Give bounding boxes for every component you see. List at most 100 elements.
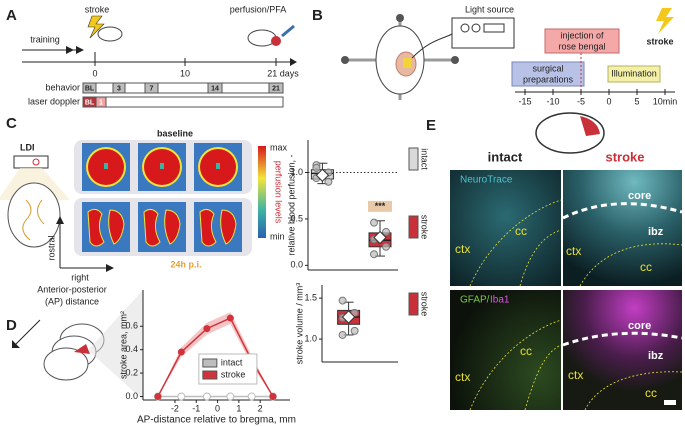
- timeline-bar: [82, 96, 284, 108]
- phase-label: preparations: [523, 74, 574, 84]
- panel-letter: B: [312, 7, 323, 24]
- day-label: 7: [150, 85, 154, 92]
- data-point: [203, 325, 211, 333]
- heatmap-cell: [160, 163, 164, 169]
- region-label: cc: [640, 260, 652, 274]
- data-point: [382, 227, 390, 236]
- phase-box: [511, 61, 585, 87]
- day-label: 3: [117, 85, 121, 92]
- stain-label: GFAP/: [460, 295, 490, 306]
- data-point: [370, 218, 378, 227]
- y-tick-label: 1.0: [290, 167, 303, 177]
- lightning-icon: [87, 15, 105, 39]
- colorbar-label: min: [270, 231, 285, 241]
- label: 24h p.i.: [170, 259, 201, 269]
- heart-icon: [271, 36, 281, 46]
- annotation-bg: [368, 200, 392, 212]
- legend-label: stroke: [420, 292, 430, 317]
- stain-label: NeuroTrace: [460, 175, 513, 186]
- label: Light source: [465, 4, 514, 14]
- arrowhead: [66, 46, 74, 54]
- y-axis-label: stroke volume / mm³: [294, 283, 304, 365]
- x-axis-label: AP-distance relative to bregma, mm: [137, 415, 296, 426]
- data-point: [324, 177, 333, 186]
- micrograph: [563, 170, 682, 286]
- tick-label: -5: [577, 96, 585, 106]
- scale-bar: [664, 400, 676, 405]
- syringe-icon: [281, 24, 295, 38]
- y-tick-label: 0.0: [290, 260, 303, 270]
- x-tick-label: 2: [258, 403, 263, 413]
- x-tick-label: -2: [171, 403, 179, 413]
- label: training: [30, 34, 60, 44]
- data-point: [226, 314, 234, 322]
- micrograph: [563, 290, 682, 410]
- data-point: [338, 330, 347, 339]
- data-point: [382, 242, 390, 251]
- row-label: behavior: [45, 82, 80, 92]
- ldi-icon: [13, 155, 49, 169]
- phase-label: surgical: [532, 63, 563, 73]
- stage-knob: [341, 56, 349, 64]
- tick-label: -15: [518, 96, 531, 106]
- arrowhead: [76, 46, 84, 54]
- boundary: [524, 344, 562, 411]
- data-point: [154, 392, 162, 400]
- data-point: [226, 392, 235, 401]
- icon: [483, 23, 505, 33]
- region-label: ctx: [566, 244, 581, 258]
- phase-label: rose bengal: [558, 41, 605, 51]
- region-label: core: [628, 190, 651, 202]
- x-tick-label: 0: [215, 403, 220, 413]
- data-point: [177, 392, 186, 401]
- column-title: intact: [488, 149, 523, 164]
- day-segment: [144, 82, 159, 94]
- lesion: [74, 344, 90, 354]
- tick-label: 5: [634, 96, 639, 106]
- fiber: [411, 33, 453, 59]
- light-source-box: [451, 17, 515, 49]
- data-point: [247, 392, 256, 401]
- colorbar-title: perfusion levels: [274, 161, 284, 224]
- tick-label: 10: [180, 68, 190, 78]
- data-point: [338, 296, 347, 305]
- label: LDI: [20, 142, 35, 152]
- heatmap-blob: [143, 208, 161, 247]
- data-point: [269, 392, 277, 400]
- light-spot: [403, 58, 411, 68]
- heatmap-blob: [164, 209, 181, 245]
- label: stroke: [85, 4, 110, 14]
- core-boundary: [562, 331, 683, 347]
- legend-label: intact: [221, 357, 243, 367]
- micrograph: [450, 290, 561, 410]
- panel-letter: E: [426, 117, 436, 134]
- data-point: [202, 392, 211, 401]
- data-point: [350, 326, 359, 335]
- boundary: [579, 243, 683, 287]
- panel-letter: D: [6, 317, 17, 334]
- lesion: [580, 116, 600, 136]
- label: Anterior-posterior: [37, 284, 107, 294]
- legend-label: stroke: [420, 215, 430, 240]
- region-label: core: [628, 320, 651, 332]
- day-segment: [268, 82, 284, 94]
- colorbar: [258, 146, 266, 238]
- boundary: [584, 371, 683, 411]
- icon: [460, 23, 470, 33]
- heatmap-cell: [216, 163, 220, 169]
- boundary: [519, 229, 562, 287]
- region-label: ibz: [648, 226, 664, 238]
- colorbar-label: max: [270, 142, 288, 152]
- tick-label: 10min: [653, 96, 678, 106]
- arrowhead: [56, 216, 64, 224]
- label: baseline: [157, 128, 193, 138]
- vessels: [22, 199, 45, 241]
- day-segment: [112, 82, 126, 94]
- panel-letter: A: [6, 7, 17, 24]
- x-tick-label: 1: [236, 403, 241, 413]
- tick-label: 21 days: [267, 68, 299, 78]
- heatmap-blob: [220, 209, 237, 245]
- legend-swatch: [408, 215, 419, 239]
- heatmap-blob: [199, 208, 217, 247]
- region-label: ibz: [648, 350, 664, 362]
